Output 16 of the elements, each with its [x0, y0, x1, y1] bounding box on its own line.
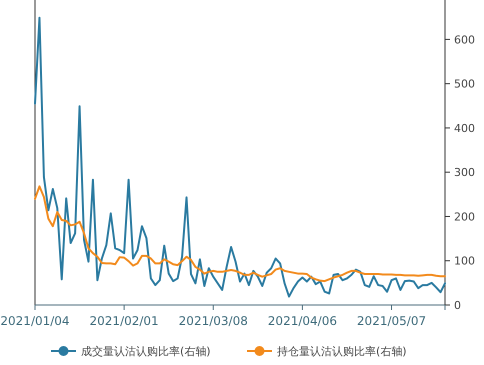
y2-tick-label: 400 — [454, 122, 475, 135]
x-tick-label: 2021/01/04 — [0, 314, 70, 328]
y2-tick-label: 0 — [454, 299, 461, 312]
y2-tick-label: 600 — [454, 33, 475, 46]
line-series — [34, 185, 446, 282]
x-tick-label: 2021/03/08 — [178, 314, 248, 328]
y2-tick-label: 100 — [454, 254, 475, 268]
y2-tick-label: 200 — [454, 210, 475, 224]
x-tick-label: 2021/05/07 — [356, 314, 426, 328]
y2-tick-label: 500 — [454, 78, 475, 91]
line-series — [34, 16, 446, 298]
legend-label: 持仓量认沽认购比率(右轴) — [277, 345, 407, 358]
x-tick-label: 2021/02/01 — [90, 314, 159, 328]
y2-tick-label: 300 — [454, 166, 475, 180]
x-tick-label: 2021/04/06 — [268, 314, 337, 328]
legend-label: 成交量认沽认购比率(右轴) — [81, 345, 211, 358]
